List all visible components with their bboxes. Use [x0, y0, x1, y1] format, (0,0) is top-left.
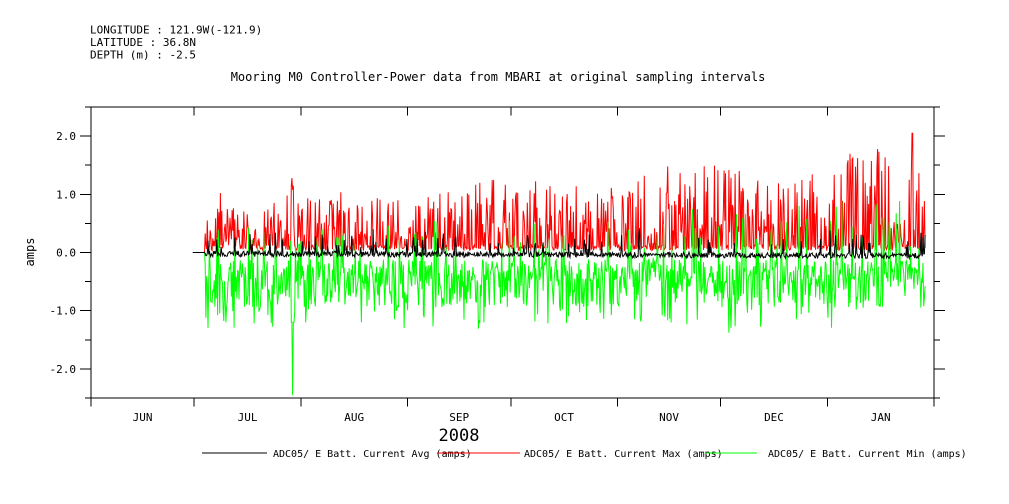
y-tick-label: -1.0 — [50, 305, 77, 318]
series-group — [192, 132, 926, 396]
header-latitude-text: LATITUDE : 36.8N — [90, 36, 196, 49]
month-label: NOV — [659, 411, 679, 424]
header-longitude-text: LONGITUDE : 121.9W(-121.9) — [90, 24, 262, 37]
legend: ADC05/ E Batt. Current Avg (amps) ADC05/ … — [202, 449, 967, 460]
header-depth-text: DEPTH (m) : -2.5 — [90, 49, 196, 62]
y-tick-label: 1.0 — [56, 188, 76, 201]
y-tick-label: -2.0 — [50, 363, 77, 376]
x-axis-year-label: 2008 — [439, 426, 480, 446]
month-label: AUG — [344, 411, 364, 424]
y-axis-label: amps — [23, 238, 37, 267]
month-label: SEP — [449, 411, 469, 424]
avg-series-line — [192, 228, 926, 261]
month-label: DEC — [764, 411, 784, 424]
axes: 2.0 1.0 0.0 -1.0 -2.0 JUN JUL AUG SEP OCT NOV DEC JA… — [50, 106, 945, 424]
legend-label-max: ADC05/ E Batt. Current Max (amps) — [524, 449, 723, 460]
month-label: OCT — [554, 411, 574, 424]
month-label: JUL — [238, 411, 258, 424]
month-label: JAN — [871, 411, 891, 424]
min-series-line — [192, 200, 926, 396]
legend-label-avg: ADC05/ E Batt. Current Avg (amps) — [273, 449, 472, 460]
max-series-line — [192, 132, 926, 253]
month-label: JUN — [133, 411, 153, 424]
y-tick-label: 0.0 — [56, 247, 76, 260]
legend-label-min: ADC05/ E Batt. Current Min (amps) — [768, 449, 967, 460]
y-tick-label: 2.0 — [56, 130, 76, 143]
chart-title: Mooring M0 Controller-Power data from MB… — [231, 70, 766, 84]
